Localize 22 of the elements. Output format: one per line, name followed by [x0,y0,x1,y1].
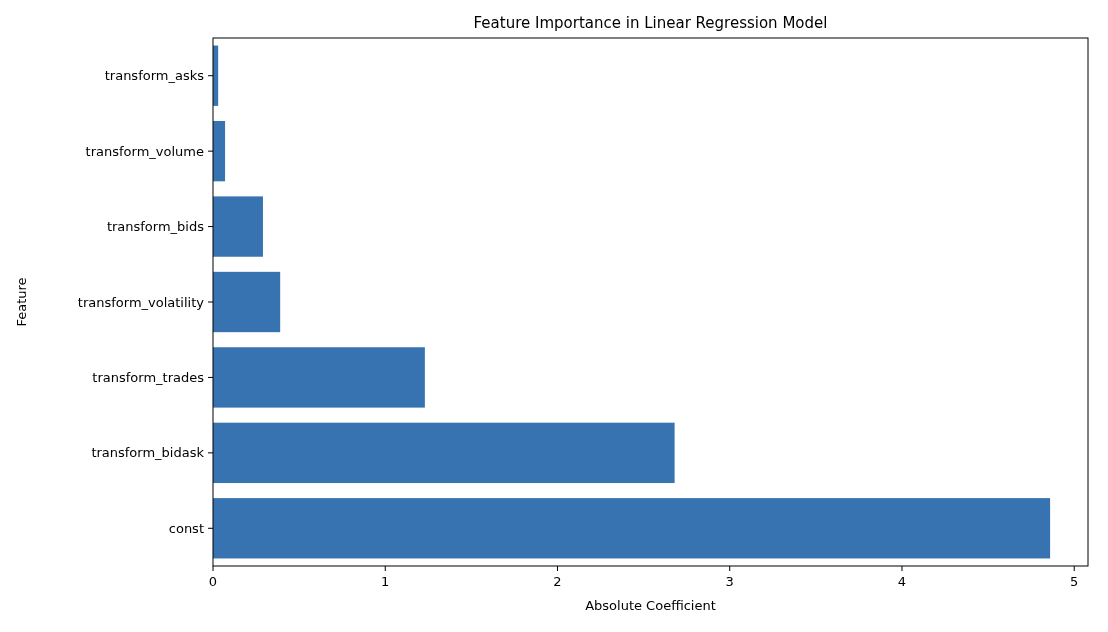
x-tick-label: 1 [381,574,390,589]
bar [213,498,1051,559]
bar [213,196,263,257]
y-tick-label: transform_bidask [91,445,205,461]
x-tick-label: 0 [208,574,218,589]
x-tick-label: 4 [897,574,907,589]
y-tick-label: transform_trades [92,369,205,385]
y-tick-label: transform_bids [106,219,205,235]
y-tick-label: const [168,520,204,536]
y-tick-label: transform_volatility [77,294,205,310]
x-tick-label: 3 [725,574,734,589]
x-tick-label: 5 [1070,574,1079,589]
y-tick-label: transform_asks [104,68,205,84]
bar [213,120,226,182]
bar [213,347,425,408]
y-axis-title: Feature [14,277,29,327]
chart-title: Feature Importance in Linear Regression Model [473,14,828,32]
y-tick-label: transform_volume [85,143,204,159]
bar [213,422,675,484]
x-axis-title: Absolute Coefficient [585,598,716,613]
x-tick-label: 2 [553,574,562,589]
bar [213,271,281,333]
